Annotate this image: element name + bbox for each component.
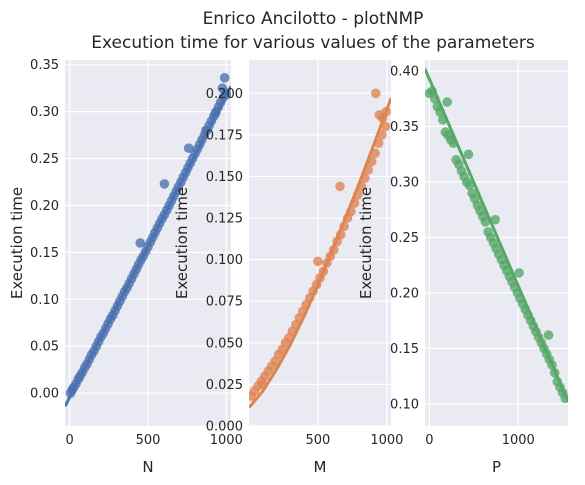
data-point-p	[560, 393, 568, 404]
data-point-n	[219, 73, 230, 83]
data-point-m	[373, 138, 384, 148]
y-tick-label-m: 0.200	[206, 87, 243, 102]
data-point-m	[371, 88, 381, 99]
data-point-n	[159, 179, 170, 189]
data-point-m	[349, 198, 360, 208]
data-point-m	[339, 221, 349, 232]
y-tick-label-n: 0.05	[30, 340, 59, 355]
data-point-m	[377, 130, 387, 140]
x-tick-label-n: 1000	[210, 433, 243, 448]
x-tick-label-p: 1000	[502, 433, 535, 448]
data-point-n	[183, 143, 194, 153]
y-tick-label-n: 0.25	[30, 152, 59, 167]
data-point-p	[464, 180, 475, 191]
data-point-p	[549, 368, 560, 378]
x-tick-label-n: 500	[136, 433, 161, 448]
figure-subtitle: Execution time for various values of the…	[91, 33, 535, 53]
subplot-n: 0.00 0.05 0.10 0.15 0.20 0.25 0.30 0.35 0 500 1000…	[8, 58, 243, 476]
data-point-m	[360, 173, 370, 183]
y-tick-label-m: 0.150	[206, 170, 243, 185]
figure-title: Enrico Ancilotto - plotNMP	[203, 9, 424, 29]
data-point-m	[380, 121, 391, 132]
x-axis-label-n: N	[142, 458, 153, 476]
y-tick-label-n: 0.20	[30, 199, 59, 214]
data-point-p	[547, 360, 557, 370]
x-tick-label-m: 500	[306, 433, 331, 448]
data-point-p	[438, 115, 448, 125]
data-point-m	[353, 190, 363, 200]
data-point-m	[329, 244, 339, 255]
data-point-p	[514, 268, 524, 278]
y-tick-label-m: 0.075	[206, 295, 243, 310]
data-point-p	[480, 217, 491, 227]
y-axis-label-p: Execution time	[357, 187, 375, 299]
y-axis-label-n: Execution time	[8, 187, 26, 299]
data-point-p	[448, 138, 459, 148]
data-point-p	[463, 149, 474, 160]
data-point-m	[366, 156, 377, 167]
y-tick-label-m: 0.175	[206, 128, 243, 143]
subplot-p: 0.100.150.200.250.300.350.400 1000PExecut…	[357, 60, 568, 476]
y-tick-label-m: 0.050	[206, 336, 243, 351]
data-point-m	[363, 165, 374, 175]
data-point-p	[442, 97, 453, 107]
data-point-m	[381, 106, 391, 117]
y-tick-label-p: 0.20	[390, 286, 419, 301]
data-point-m	[335, 181, 345, 192]
data-point-n	[221, 89, 231, 100]
data-point-m	[258, 379, 268, 390]
data-point-m	[370, 148, 380, 158]
data-point-p	[430, 94, 440, 104]
x-axis-label-m: M	[314, 458, 327, 476]
y-tick-label-p: 0.30	[390, 176, 419, 191]
x-tick-label-m: 1000	[370, 433, 403, 448]
y-tick-label-m: 0.125	[206, 212, 243, 227]
y-tick-label-p: 0.25	[390, 231, 419, 246]
y-tick-label-n: 0.00	[30, 387, 59, 402]
x-tick-label-n: 0	[66, 433, 74, 448]
y-tick-label-n: 0.30	[30, 105, 59, 120]
data-point-n	[210, 108, 221, 119]
y-tick-label-p: 0.35	[390, 120, 419, 135]
data-point-n	[135, 238, 145, 248]
x-axis-label-p: P	[492, 458, 501, 476]
data-point-m	[346, 206, 356, 217]
data-point-p	[543, 330, 554, 340]
data-point-p	[435, 107, 445, 117]
subplot-m: 0.000 0.025 0.050 0.075 0.100 0.125 0.150 0.175…	[173, 60, 403, 476]
data-point-m	[356, 181, 367, 192]
y-tick-label-p: 0.40	[390, 65, 419, 80]
y-tick-label-p: 0.15	[390, 342, 419, 357]
data-point-n	[201, 125, 211, 136]
data-point-m	[313, 256, 323, 267]
y-tick-label-m: 0.100	[206, 253, 243, 268]
y-tick-label-n: 0.10	[30, 293, 59, 308]
data-point-p	[427, 86, 437, 96]
x-tick-label-p: 0	[425, 433, 433, 448]
data-point-p	[490, 214, 501, 225]
y-tick-label-p: 0.10	[390, 397, 419, 412]
y-tick-label-m: 0.025	[206, 378, 243, 393]
y-axis-label-m: Execution time	[173, 187, 191, 299]
y-tick-label-n: 0.15	[30, 246, 59, 261]
data-point-m	[318, 266, 329, 277]
data-point-m	[335, 229, 346, 240]
y-tick-label-m: 0.000	[206, 420, 243, 435]
y-tick-label-n: 0.35	[30, 58, 59, 73]
